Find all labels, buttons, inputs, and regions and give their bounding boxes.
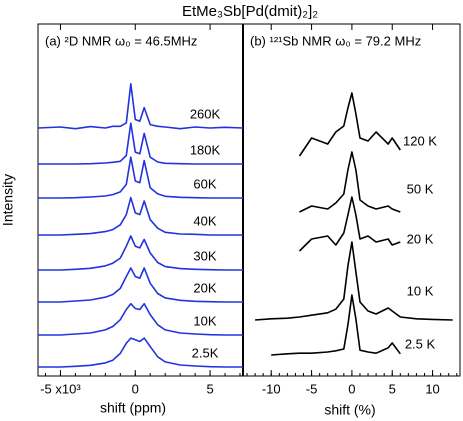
x-tick-label: -5 x10³ bbox=[40, 381, 81, 396]
spectrum-line bbox=[38, 156, 243, 199]
figure-title: EtMe₃Sb[Pd(dmit)₂]₂ bbox=[182, 3, 318, 20]
spectrum-line bbox=[38, 337, 243, 368]
series-label: 120 K bbox=[403, 133, 437, 148]
x-tick-label: 0 bbox=[348, 381, 355, 396]
series-label: 180K bbox=[190, 142, 221, 157]
series-label: 20 K bbox=[407, 231, 434, 246]
panel-title: (a) ²D NMR ω₀ = 46.5MHz bbox=[45, 33, 197, 48]
spectrum-line bbox=[298, 196, 401, 252]
x-tick-label: -5 bbox=[306, 381, 318, 396]
spectrum-line bbox=[38, 122, 243, 165]
spectrum-line bbox=[271, 294, 401, 356]
spectrum-line bbox=[38, 302, 243, 336]
series-label: 10 K bbox=[407, 283, 434, 298]
x-tick-label: -10 bbox=[262, 381, 281, 396]
series-label: 40K bbox=[193, 213, 216, 228]
spectrum-line bbox=[38, 196, 243, 236]
spectrum-line bbox=[38, 267, 243, 303]
x-tick-label: 10 bbox=[425, 381, 439, 396]
spectrum-line bbox=[37, 83, 244, 130]
x-tick-label: 5 bbox=[206, 381, 213, 396]
x-axis-label: shift (%) bbox=[324, 402, 375, 418]
spectrum-line bbox=[299, 151, 401, 213]
x-tick-label: 0 bbox=[132, 381, 139, 396]
series-label: 260K bbox=[190, 106, 221, 121]
spectrum-line bbox=[255, 241, 453, 321]
series-label: 60K bbox=[193, 176, 216, 191]
y-axis-label: Intensity bbox=[0, 174, 16, 226]
series-label: 10K bbox=[193, 313, 216, 328]
series-label: 20K bbox=[193, 280, 216, 295]
panel-title: (b) ¹²¹Sb NMR ω₀ = 79.2 MHz bbox=[250, 33, 421, 48]
x-tick-label: 5 bbox=[389, 381, 396, 396]
x-axis-label: shift (ppm) bbox=[100, 400, 166, 416]
series-label: 50 K bbox=[407, 181, 434, 196]
spectrum-line bbox=[298, 92, 401, 157]
series-label: 2.5 K bbox=[405, 336, 436, 351]
series-label: 30K bbox=[193, 248, 216, 263]
plot-frame bbox=[37, 23, 461, 377]
spectrum-line bbox=[38, 235, 243, 271]
series-label: 2.5K bbox=[192, 345, 219, 360]
